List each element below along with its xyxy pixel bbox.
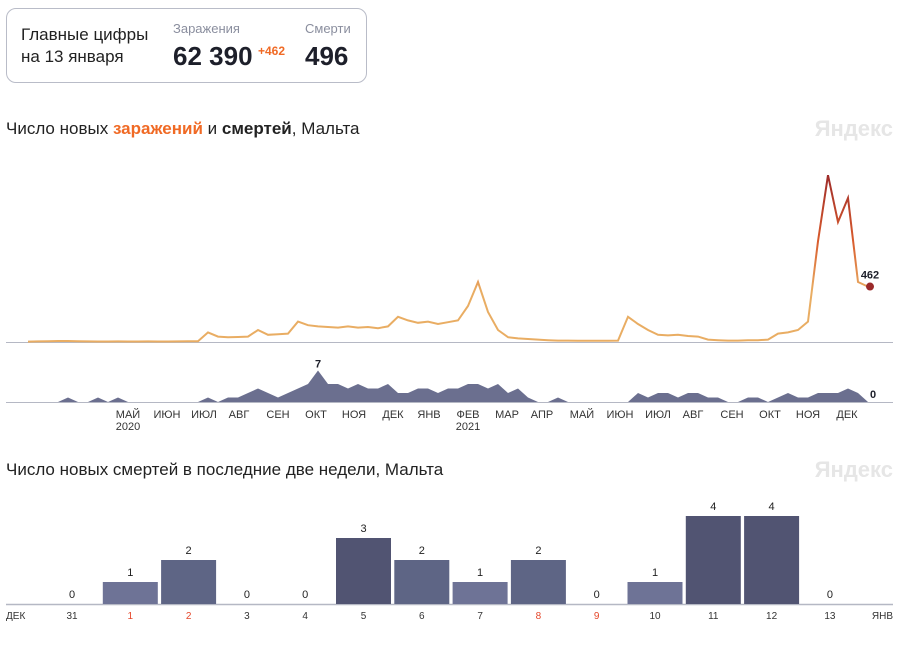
month-tick-label: НОЯ <box>342 409 366 421</box>
bar-value-label: 2 <box>419 545 425 557</box>
month-tick-label: ОКТ <box>759 409 781 421</box>
month-tick-label: ДЕК <box>836 409 858 421</box>
month-tick-label: МАЙ <box>570 408 594 421</box>
summary-card: Главные цифры на 13 января Заражения 62 3… <box>6 8 367 83</box>
bar <box>744 516 800 604</box>
bar <box>627 582 683 604</box>
month-tick-label: ОКТ <box>305 409 327 421</box>
bar-category-label: 9 <box>594 611 600 622</box>
month-tick-label: НОЯ <box>796 409 820 421</box>
month-tick-label: СЕН <box>720 409 743 421</box>
bar-category-label: 4 <box>302 611 308 622</box>
month-tick-label: ИЮЛ <box>645 409 671 421</box>
bar-value-label: 1 <box>652 567 658 579</box>
bar <box>452 582 508 604</box>
bar-value-label: 1 <box>127 567 133 579</box>
month-tick-label: АВГ <box>683 409 704 421</box>
bar-category-label: 1 <box>128 611 134 622</box>
year-tick-label: 2020 <box>116 421 140 433</box>
bar-value-label: 0 <box>244 589 250 601</box>
month-tick-label: ИЮН <box>154 409 181 421</box>
bar-value-label: 0 <box>302 589 308 601</box>
bar-category-label: 10 <box>649 611 661 622</box>
month-tick-label: ФЕВ <box>456 409 479 421</box>
chart2-title: Число новых смертей в последние две неде… <box>6 460 444 479</box>
bar-value-label: 4 <box>769 501 775 513</box>
month-tick-label: МАЙ <box>116 408 140 421</box>
bar <box>102 582 158 604</box>
bar-category-label: 5 <box>361 611 367 622</box>
month-tick-label: ЯНВ <box>417 409 440 421</box>
infections-label: Заражения <box>173 21 240 36</box>
bar-category-label: 8 <box>536 611 542 622</box>
bar-category-label: 31 <box>66 611 78 622</box>
infections-delta: +462 <box>258 44 286 58</box>
bar-category-label: 6 <box>419 611 425 622</box>
deaths-last-label: 0 <box>870 389 876 401</box>
infections-last-label: 462 <box>861 270 879 282</box>
bar-category-label: 3 <box>244 611 250 622</box>
bar-category-label: 12 <box>766 611 778 622</box>
bar-value-label: 0 <box>69 589 75 601</box>
summary-title: Главные цифры на 13 января <box>21 25 149 66</box>
deaths-label: Смерти <box>305 21 351 36</box>
month-tick-label: АВГ <box>229 409 250 421</box>
infections-last-point <box>866 282 874 291</box>
month-tick-label: СЕН <box>266 409 289 421</box>
bar-start-month-label: ДЕК <box>6 611 25 622</box>
month-tick-label: АПР <box>531 409 553 421</box>
bar-category-label: 11 <box>708 611 719 622</box>
month-tick-label: МАР <box>495 409 519 421</box>
bar-value-label: 0 <box>827 589 833 601</box>
bar-end-month-label: ЯНВ <box>872 611 893 622</box>
bar-category-label: 7 <box>477 611 483 622</box>
yandex-logo: Яндекс <box>814 116 893 141</box>
bar <box>685 516 741 604</box>
bar-value-label: 0 <box>594 589 600 601</box>
deaths-max-label: 7 <box>315 359 321 371</box>
bar-value-label: 3 <box>360 523 366 535</box>
month-tick-label: ИЮЛ <box>191 409 217 421</box>
bar <box>394 560 450 604</box>
bar <box>510 560 566 604</box>
bar-value-label: 4 <box>710 501 716 513</box>
bar <box>336 538 391 604</box>
deaths-area <box>28 370 868 402</box>
bar-value-label: 2 <box>535 545 541 557</box>
infections-line <box>27 174 869 343</box>
bar-category-label: 13 <box>824 611 836 622</box>
infections-value: 62 390 <box>173 41 253 71</box>
yandex-logo: Яндекс <box>814 457 893 482</box>
bar-category-label: 2 <box>186 611 192 622</box>
bar-value-label: 2 <box>186 545 192 557</box>
chart1-title: Число новых заражений и смертей, Мальта <box>6 119 360 138</box>
bar-value-label: 1 <box>477 567 483 579</box>
year-tick-label: 2021 <box>456 421 480 433</box>
deaths-value: 496 <box>305 41 349 71</box>
month-tick-label: ИЮН <box>607 409 634 421</box>
bar <box>161 560 217 604</box>
month-tick-label: ДЕК <box>382 409 404 421</box>
